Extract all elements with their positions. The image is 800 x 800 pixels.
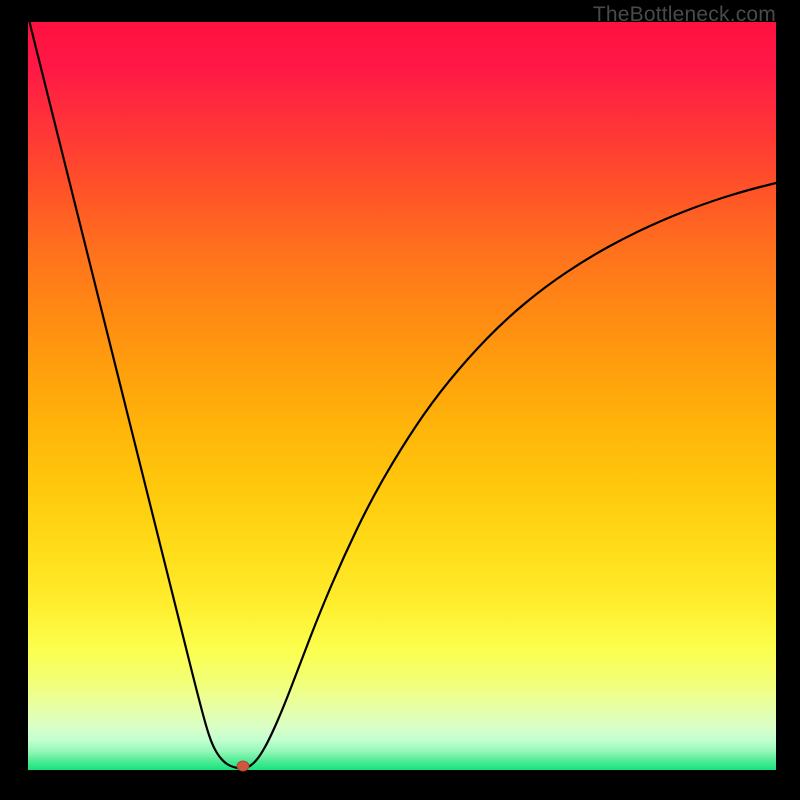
chart-frame: TheBottleneck.com <box>0 0 800 800</box>
minimum-marker <box>0 0 800 800</box>
watermark-text: TheBottleneck.com <box>593 3 776 27</box>
